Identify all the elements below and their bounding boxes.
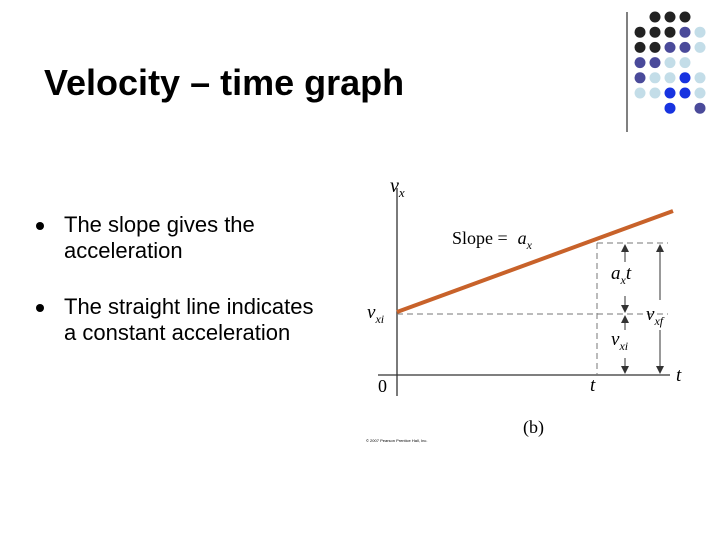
dot (679, 41, 691, 53)
dot (679, 87, 691, 99)
copyright: © 2007 Pearson Prentice Hall, Inc. (366, 438, 427, 443)
dot (664, 87, 676, 99)
dot (634, 41, 646, 53)
dot (664, 57, 676, 69)
figure: vx Slope = ax vxi axt vxf vxi 0 t t (b) ©… (366, 175, 682, 443)
dot (664, 72, 676, 84)
dot (694, 87, 706, 99)
bullet-list: The slope gives the acceleration The str… (34, 212, 314, 376)
dot (694, 26, 706, 38)
dot (664, 11, 676, 23)
dot (679, 11, 691, 23)
dot (649, 26, 661, 38)
dot (634, 57, 646, 69)
dot (679, 26, 691, 38)
dot (664, 26, 676, 38)
bullet: The slope gives the acceleration (34, 212, 314, 264)
origin-label: 0 (378, 376, 387, 396)
change-label: axt (611, 263, 632, 287)
initial-velocity-label: vxi (367, 302, 384, 326)
dot (694, 102, 706, 114)
lower-velocity-label: vxi (611, 329, 628, 353)
dot (634, 72, 646, 84)
dot (649, 57, 661, 69)
dot (679, 72, 691, 84)
dot (649, 41, 661, 53)
dot (694, 41, 706, 53)
dot (649, 87, 661, 99)
dot (634, 87, 646, 99)
slide-title: Velocity – time graph (44, 62, 405, 103)
time-tick-label: t (590, 375, 596, 396)
dot (679, 57, 691, 69)
panel-label: (b) (523, 417, 544, 438)
final-velocity-label: vxf (646, 304, 665, 328)
x-axis-label: t (676, 365, 682, 386)
dot (694, 72, 706, 84)
bullet: The straight line indicates a constant a… (34, 294, 314, 346)
y-axis-label: vx (390, 175, 405, 200)
dot (664, 102, 676, 114)
dot (649, 72, 661, 84)
slope-label: Slope = ax (452, 228, 533, 252)
dot (664, 41, 676, 53)
velocity-line (396, 209, 674, 314)
dot-grid (634, 11, 706, 114)
dot (634, 26, 646, 38)
dot (649, 11, 661, 23)
